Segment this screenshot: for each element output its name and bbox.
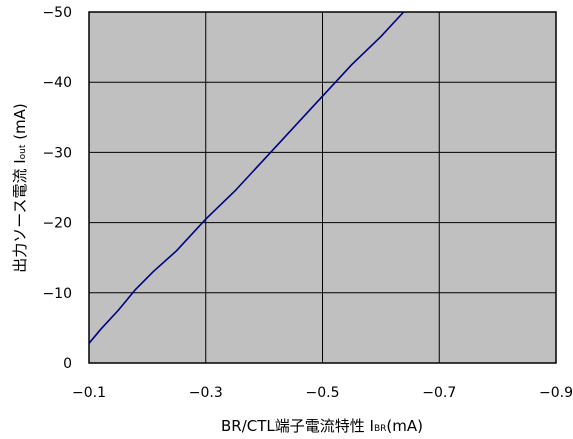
y-tick-label: −30	[42, 145, 72, 161]
x-tick-label: −0.1	[72, 385, 106, 401]
y-tick-label: −50	[42, 5, 72, 21]
x-axis-title-main: BR/CTL端子電流特性 I	[221, 417, 374, 435]
x-tick-label: −0.9	[539, 385, 573, 401]
x-axis-title-unit: (mA)	[386, 417, 423, 435]
y-axis-title-main: 出力ソース電流 I	[11, 159, 29, 272]
y-tick-label: 0	[63, 356, 72, 372]
y-tick-label: −20	[42, 216, 72, 232]
x-axis-title-sub: BR	[374, 424, 386, 434]
y-tick-label: −40	[42, 75, 72, 91]
y-axis-title: 出力ソース電流 Iout (mA)	[11, 103, 29, 273]
grid	[89, 12, 556, 363]
x-axis-title: BR/CTL端子電流特性 IBR(mA)	[221, 417, 423, 435]
y-tick-labels: 0 −10 −20 −30 −40 −50	[42, 5, 72, 372]
y-tick-label: −10	[42, 286, 72, 302]
y-axis-title-unit: (mA)	[11, 103, 29, 144]
x-tick-label: −0.3	[189, 385, 223, 401]
x-tick-labels: −0.1 −0.3 −0.5 −0.7 −0.9	[72, 385, 573, 401]
series-line	[88, 11, 405, 344]
y-axis-title-sub: out	[18, 144, 28, 159]
plot-border	[88, 11, 557, 364]
x-tick-label: −0.7	[422, 385, 456, 401]
x-tick-label: −0.5	[306, 385, 340, 401]
